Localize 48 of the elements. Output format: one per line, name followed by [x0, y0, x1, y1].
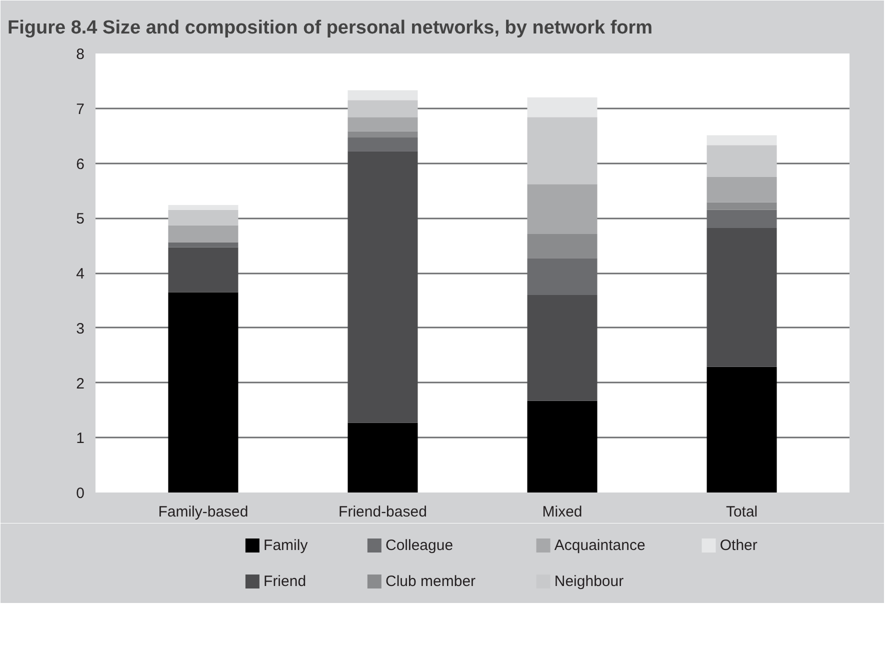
bar [168, 210, 238, 226]
bar [706, 176, 777, 202]
bar [527, 258, 598, 295]
legend-label: Other [720, 537, 758, 554]
bar [527, 294, 598, 401]
y-tick-label: 8 [76, 46, 84, 63]
bar [168, 204, 238, 210]
bar [706, 228, 777, 367]
y-tick-label: 6 [76, 156, 84, 173]
chart-title: Figure 8.4 Size and composition of personal networks, by network form [8, 18, 653, 38]
y-tick-label: 0 [76, 485, 84, 502]
legend-label: Friend [264, 573, 306, 590]
x-tick-label: Total [726, 504, 758, 520]
y-tick-label: 3 [76, 320, 84, 338]
legend-label: Colleague [386, 537, 454, 554]
bar [527, 234, 598, 258]
bar [348, 137, 418, 152]
bar [527, 97, 598, 118]
x-tick-label: Mixed [542, 504, 582, 520]
bar [348, 90, 418, 100]
bar [168, 242, 238, 248]
legend-label: Family [264, 537, 308, 554]
y-tick-label: 2 [76, 375, 84, 392]
bar [527, 117, 598, 184]
legend-label: Club member [386, 573, 476, 590]
bar [168, 225, 238, 242]
x-tick-label: Friend-based [338, 504, 427, 520]
bar [706, 145, 777, 177]
y-tick-label: 1 [76, 430, 84, 448]
x-tick-label: Family-based [158, 504, 248, 520]
bar [168, 292, 238, 492]
legend-label: Acquaintance [554, 537, 646, 554]
bar [348, 100, 418, 118]
bar [527, 184, 598, 234]
bar [527, 400, 598, 492]
y-tick-label: 7 [76, 100, 84, 118]
y-tick-label: 5 [76, 210, 84, 228]
bar [706, 135, 777, 146]
bar [706, 366, 777, 492]
bar [348, 151, 418, 423]
bar [348, 117, 418, 132]
bar [168, 247, 238, 292]
bar [348, 131, 418, 138]
bar [706, 210, 777, 228]
bar [348, 422, 418, 492]
y-tick-label: 4 [76, 266, 84, 282]
bar [706, 202, 777, 210]
legend-label: Neighbour [554, 573, 624, 590]
